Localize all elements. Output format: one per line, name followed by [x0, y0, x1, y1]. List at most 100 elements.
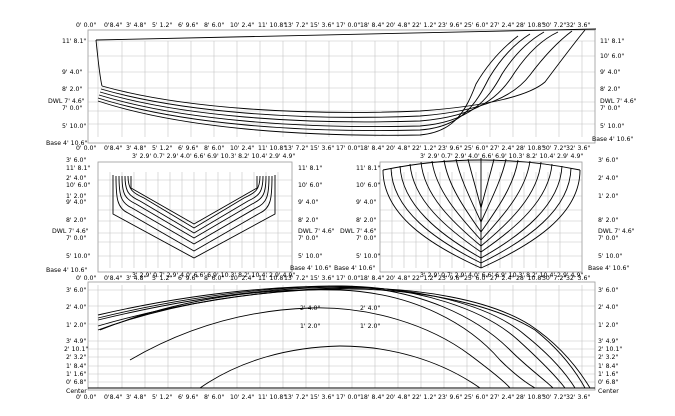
plan-inner-label: 1' 2.0" — [300, 323, 320, 330]
profile-bottom-tick: 30' 7.2" — [542, 145, 566, 152]
body-aft-right-label: 11' 8.1" — [298, 165, 322, 172]
body-aft-left-label: 11' 8.1" — [66, 165, 90, 172]
plan-right-label: 3' 4.9" — [598, 338, 618, 345]
body-fwd-right-label: DWL 7' 4.6" — [598, 228, 635, 235]
profile-top-tick: 32' 3.6" — [566, 22, 590, 29]
profile-top-tick: 3' 4.8" — [126, 22, 146, 29]
profile-bottom-tick: 27' 2.4" — [490, 145, 514, 152]
body-aft-bottom-ticks: 3' 2.9' 0.7' 2.9' 4.0' 6.6' 6.9' 10.3' 8… — [132, 272, 295, 279]
plan-left-label: 1' 1.6" — [66, 371, 86, 378]
profile-top-tick: 25' 6.0" — [464, 22, 488, 29]
profile-grid — [88, 40, 595, 137]
body-aft-left-label: DWL 7' 4.6" — [52, 228, 89, 235]
plan-bottom-tick: 5' 1.2" — [152, 394, 172, 401]
profile-right-label: 10' 6.0" — [600, 53, 624, 60]
profile-top-tick: 20' 4.8" — [386, 22, 410, 29]
profile-right-label: 11' 8.1" — [600, 38, 624, 45]
profile-frame — [87, 29, 596, 144]
profile-left-label: 9' 4.0" — [62, 69, 82, 76]
body-aft-left-label: Base 4' 10.6" — [46, 267, 87, 274]
profile-right-label: 5' 10.0" — [600, 123, 624, 130]
body-fwd-left-label: 7' 0.0" — [356, 235, 376, 242]
plan-bottom-tick: 20' 4.8" — [386, 394, 410, 401]
profile-bottom-tick: 0'8.4" — [104, 145, 122, 152]
body-plan-aft: 3' 2.9' 0.7' 2.9' 4.0' 6.6' 6.9' 10.3' 8… — [46, 153, 335, 279]
profile-right-label: DWL 7' 4.6" — [600, 98, 637, 105]
plan-left-label: Center — [66, 388, 87, 395]
plan-right-label: 2' 4.0" — [598, 304, 618, 311]
plan-bottom-tick: 27' 2.4" — [490, 394, 514, 401]
profile-view: 0' 0.0" 0'8.4" 3' 4.8" 5' 1.2" 6' 9.6" 8… — [46, 22, 637, 152]
profile-top-ticks: 0' 0.0" 0'8.4" 3' 4.8" 5' 1.2" 6' 9.6" 8… — [76, 22, 590, 29]
profile-bottom-tick: 13' 7.2" — [284, 145, 308, 152]
profile-top-tick: 0'8.4" — [104, 22, 122, 29]
plan-top-tick: 8' 6.0" — [204, 275, 224, 282]
profile-left-label: 8' 2.0" — [62, 86, 82, 93]
body-aft-left-label: 8' 2.0" — [66, 217, 86, 224]
profile-top-tick: 22' 1.2" — [412, 22, 436, 29]
plan-left-label: 1' 2.0" — [66, 322, 86, 329]
plan-bottom-tick: 23' 9.6" — [438, 394, 462, 401]
plan-left-label: 2' 3.2" — [66, 354, 86, 361]
plan-left-label: 2' 10.1" — [64, 346, 88, 353]
plan-top-tick: 6' 9.6" — [178, 275, 198, 282]
plan-right-label: 1' 1.6" — [598, 371, 618, 378]
profile-top-tick: 23' 9.6" — [438, 22, 462, 29]
plan-bottom-tick: 30' 7.2" — [542, 394, 566, 401]
plan-bottom-tick: 28' 10.8" — [516, 394, 544, 401]
body-fwd-right-label: 3' 6.0" — [598, 157, 618, 164]
profile-top-tick: 8' 6.0" — [204, 22, 224, 29]
body-aft-right-label: 5' 10.0" — [298, 253, 322, 260]
plan-top-tick: 17' 0.0" — [336, 275, 360, 282]
plan-right-labels: 3' 6.0" 2' 4.0" 1' 2.0" 3' 4.9" 2' 10.1"… — [598, 287, 622, 395]
plan-left-label: 3' 4.9" — [66, 338, 86, 345]
plan-bottom-tick: 25' 6.0" — [464, 394, 488, 401]
profile-right-label: 8' 2.0" — [600, 86, 620, 93]
body-aft-right-label: 7' 0.0" — [298, 235, 318, 242]
plan-top-tick: 15' 3.6" — [310, 275, 334, 282]
profile-bottom-tick: 22' 1.2" — [412, 145, 436, 152]
plan-right-label: 1' 2.0" — [598, 322, 618, 329]
body-fwd-left-label: 5' 10.0" — [356, 253, 380, 260]
plan-bottom-tick: 32' 3.6" — [566, 394, 590, 401]
half-breadth-plan: 0' 0.0" 0'8.4" 3' 4.8" 5' 1.2" 6' 9.6" 8… — [64, 275, 622, 401]
body-fwd-left-label: DWL 7' 4.6" — [340, 228, 377, 235]
plan-top-tick: 25' 6.0" — [464, 275, 488, 282]
body-aft-right-label: Base 4' 10.6" — [290, 265, 331, 272]
profile-bottom-ticks: 0' 0.0" 0'8.4" 3' 4.8" 5' 1.2" 6' 9.6" 8… — [76, 145, 590, 152]
plan-top-tick: 0' 0.0" — [76, 275, 96, 282]
profile-left-labels: 11' 8.1" 9' 4.0" 8' 2.0" DWL 7' 4.6" 7' … — [46, 38, 87, 147]
plan-inner-labels: 2' 4.0" 2' 4.0" 1' 2.0" 1' 2.0" — [300, 305, 380, 330]
body-aft-right-label: 10' 6.0" — [298, 182, 322, 189]
plan-bottom-tick: 17' 0.0" — [336, 394, 360, 401]
profile-top-tick: 18' 8.4" — [360, 22, 384, 29]
plan-top-tick: 0'8.4" — [104, 275, 122, 282]
profile-bottom-tick: 3' 4.8" — [126, 145, 146, 152]
body-aft-frame — [97, 161, 293, 273]
plan-bottom-tick: 15' 3.6" — [310, 394, 334, 401]
plan-bottom-tick: 3' 4.8" — [126, 394, 146, 401]
body-aft-right-labels: 11' 8.1" 10' 6.0" 9' 4.0" 8' 2.0" DWL 7'… — [290, 165, 335, 272]
plan-waterlines — [97, 285, 591, 389]
body-plan-fwd: 3' 2.9' 0.7' 2.9' 4.0' 6.6' 6.9' 10.3' 8… — [334, 153, 635, 279]
body-aft-left-label: 3' 6.0" — [66, 157, 86, 164]
plan-top-tick: 23' 9.6" — [438, 275, 462, 282]
profile-hull-lines — [95, 28, 597, 136]
profile-top-tick: 11' 10.8" — [258, 22, 286, 29]
body-fwd-right-label: 7' 0.0" — [598, 235, 618, 242]
plan-right-label: Center — [598, 388, 619, 395]
body-aft-left-label: 5' 10.0" — [66, 253, 90, 260]
profile-left-label: 7' 0.0" — [62, 105, 82, 112]
profile-left-label: 5' 10.0" — [62, 123, 86, 130]
plan-top-tick: 13' 7.2" — [284, 275, 308, 282]
plan-right-label: 0' 6.8" — [598, 379, 618, 386]
body-aft-right-label: 8' 2.0" — [298, 217, 318, 224]
body-aft-left-label: 2' 4.0" — [66, 175, 86, 182]
plan-right-label: 2' 3.2" — [598, 354, 618, 361]
plan-top-ticks: 0' 0.0" 0'8.4" 3' 4.8" 5' 1.2" 6' 9.6" 8… — [76, 275, 590, 282]
plan-top-tick: 3' 4.8" — [126, 275, 146, 282]
profile-top-tick: 5' 1.2" — [152, 22, 172, 29]
body-fwd-top-ticks: 3' 2.9' 0.7' 2.9' 4.0' 6.6' 6.9' 10.3' 8… — [420, 153, 583, 160]
profile-bottom-tick: 11' 10.8" — [258, 145, 286, 152]
